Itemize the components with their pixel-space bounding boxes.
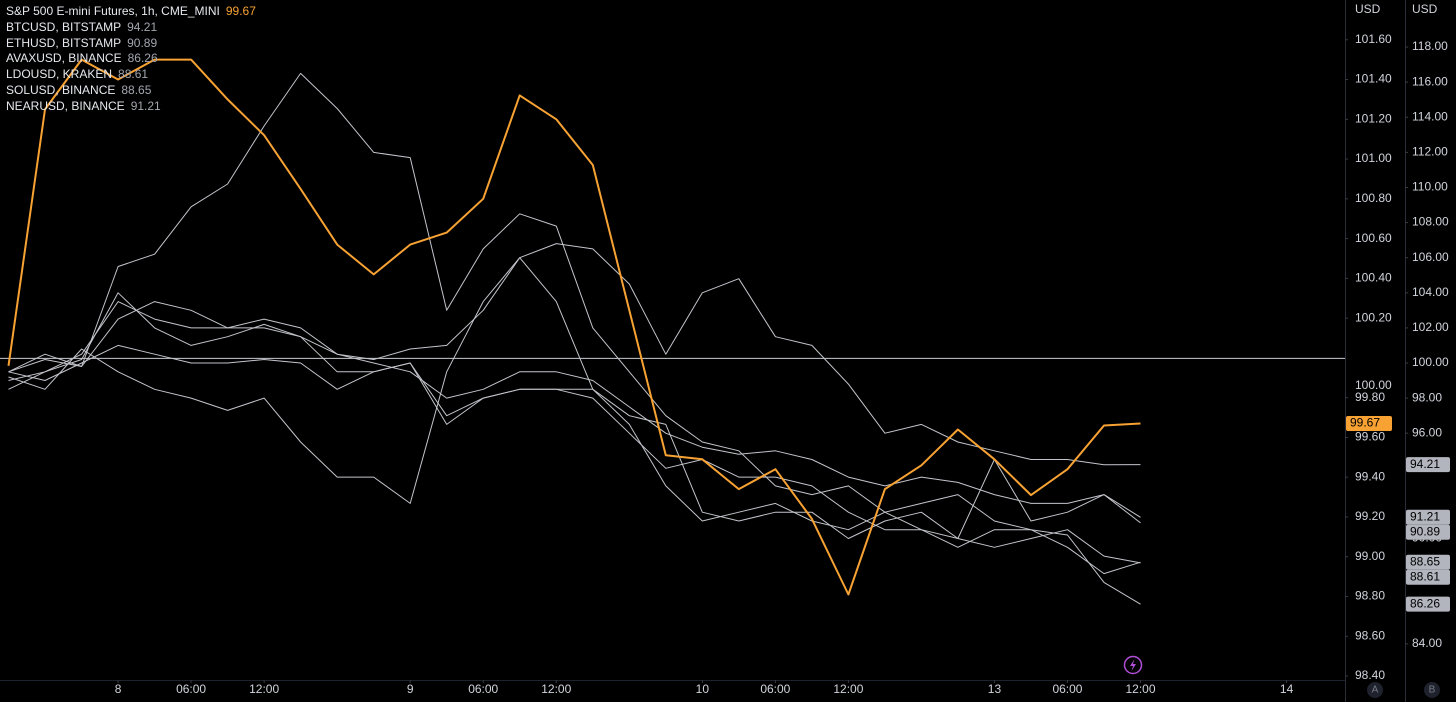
y-tick-label: 101.20 <box>1355 111 1392 125</box>
price-label: 88.61 <box>1410 569 1440 583</box>
y2-tick-label: 108.00 <box>1412 215 1449 229</box>
x-tick-label: 12:00 <box>541 682 571 696</box>
scale-badge[interactable] <box>1424 682 1440 698</box>
x-tick-label: 12:00 <box>1125 682 1155 696</box>
legend-name: AVAXUSD, BINANCE <box>6 51 122 66</box>
x-tick-label: 14 <box>1280 682 1294 696</box>
x-tick-label: 12:00 <box>833 682 863 696</box>
scale-badge-label: B <box>1429 685 1436 696</box>
y-tick-label: 101.40 <box>1355 72 1392 86</box>
series-line <box>8 292 1141 575</box>
y2-tick-label: 112.00 <box>1412 145 1448 159</box>
legend-name: BTCUSD, BITSTAMP <box>6 19 122 34</box>
price-label: 88.65 <box>1410 554 1440 568</box>
y2-axis-unit: USD <box>1412 2 1438 16</box>
x-tick-label: 13 <box>988 682 1002 696</box>
legend-entry[interactable]: NEARUSD, BINANCE 91.21 <box>6 99 256 115</box>
legend: S&P 500 E-mini Futures, 1h, CME_MINI 99.6… <box>6 4 256 115</box>
series-line <box>8 301 1141 524</box>
legend-entry[interactable]: SOLUSD, BINANCE 88.65 <box>6 83 256 99</box>
y-tick-label: 99.40 <box>1355 469 1385 483</box>
price-label-bg <box>1406 524 1450 540</box>
price-label-bg <box>1406 596 1450 612</box>
scale-badge[interactable] <box>1367 682 1383 698</box>
legend-name: S&P 500 E-mini Futures, 1h, CME_MINI <box>6 4 220 18</box>
legend-entry[interactable]: LDOUSD, KRAKEN 88.61 <box>6 67 256 83</box>
y2-tick-label: 84.00 <box>1412 636 1442 650</box>
x-tick-label: 8 <box>115 682 122 696</box>
y2-tick-label: 106.00 <box>1412 250 1449 264</box>
y2-tick-label: 118.00 <box>1412 39 1448 53</box>
y-axis-unit: USD <box>1355 2 1381 16</box>
y-tick-label: 99.00 <box>1355 549 1385 563</box>
legend-value: 94.21 <box>127 19 158 34</box>
legend-entry[interactable]: ETHUSD, BITSTAMP 90.89 <box>6 36 256 52</box>
legend-entry[interactable]: BTCUSD, BITSTAMP 94.21 <box>6 20 256 36</box>
series-line <box>7 58 1141 596</box>
y-tick-label: 98.60 <box>1355 628 1385 642</box>
price-label-bg <box>1406 569 1450 585</box>
x-tick-label: 06:00 <box>760 682 790 696</box>
y-tick-label: 99.60 <box>1355 430 1385 444</box>
legend-entry[interactable]: AVAXUSD, BINANCE 86.26 <box>6 51 256 67</box>
y2-tick-label: 114.00 <box>1412 109 1448 123</box>
legend-name: LDOUSD, KRAKEN <box>6 67 113 82</box>
y2-tick-label: 102.00 <box>1412 320 1449 334</box>
legend-value: 88.65 <box>121 82 152 97</box>
y-tick-label: 100.20 <box>1355 310 1392 324</box>
replay-icon[interactable] <box>1123 655 1143 675</box>
legend-name: ETHUSD, BITSTAMP <box>6 35 122 50</box>
legend-value: 99.67 <box>225 4 256 18</box>
price-label-bg <box>1346 416 1392 432</box>
series-line <box>8 72 1141 605</box>
y-tick-label: 101.60 <box>1355 32 1392 46</box>
legend-name: NEARUSD, BINANCE <box>6 98 125 113</box>
price-label: 86.26 <box>1410 596 1440 610</box>
y2-tick-label: 104.00 <box>1412 285 1449 299</box>
legend-value: 90.89 <box>127 35 158 50</box>
legend-value: 91.21 <box>130 98 161 113</box>
price-label-bg <box>1406 509 1450 525</box>
y-tick-label: 100.40 <box>1355 271 1392 285</box>
x-tick-label: 10 <box>696 682 710 696</box>
x-tick-label: 06:00 <box>1052 682 1082 696</box>
x-tick-label: 12:00 <box>249 682 279 696</box>
y-tick-label: 98.80 <box>1355 589 1385 603</box>
price-label-bg <box>1406 554 1450 570</box>
axis-header-bg <box>1406 0 1456 19</box>
legend-name: SOLUSD, BINANCE <box>6 82 116 97</box>
x-tick-label: 9 <box>407 682 414 696</box>
y2-tick-label: 116.00 <box>1412 74 1448 88</box>
legend-entry[interactable]: S&P 500 E-mini Futures, 1h, CME_MINI 99.6… <box>6 4 256 20</box>
scale-badge-label: A <box>1372 685 1379 696</box>
plot-area <box>0 58 1345 605</box>
y-tick-label: 101.00 <box>1355 151 1392 165</box>
series-line <box>8 257 1141 539</box>
series-line <box>8 243 1141 466</box>
y-tick-label: 100.80 <box>1355 191 1392 205</box>
reference-line-label: 100.00 <box>1355 378 1392 392</box>
y2-tick-label: 110.00 <box>1412 180 1448 194</box>
price-label: 99.67 <box>1350 416 1380 430</box>
y2-tick-label: 100.00 <box>1412 355 1449 369</box>
price-label-bg <box>1406 457 1450 473</box>
y-tick-label: 99.80 <box>1355 390 1385 404</box>
y2-tick-label: 96.00 <box>1412 425 1442 439</box>
price-label: 90.89 <box>1410 524 1440 538</box>
x-tick-label: 06:00 <box>468 682 498 696</box>
price-label: 91.21 <box>1410 509 1440 523</box>
y-tick-label: 98.40 <box>1355 668 1385 682</box>
series-line <box>8 344 1141 564</box>
x-tick-label: 06:00 <box>176 682 206 696</box>
legend-value: 88.61 <box>118 67 149 82</box>
y2-tick-label: 98.00 <box>1412 390 1442 404</box>
y-tick-label: 99.20 <box>1355 509 1385 523</box>
y-tick-label: 100.60 <box>1355 231 1392 245</box>
price-label: 94.21 <box>1410 457 1440 471</box>
legend-value: 86.26 <box>127 51 158 66</box>
axis-header-bg <box>1346 0 1405 19</box>
